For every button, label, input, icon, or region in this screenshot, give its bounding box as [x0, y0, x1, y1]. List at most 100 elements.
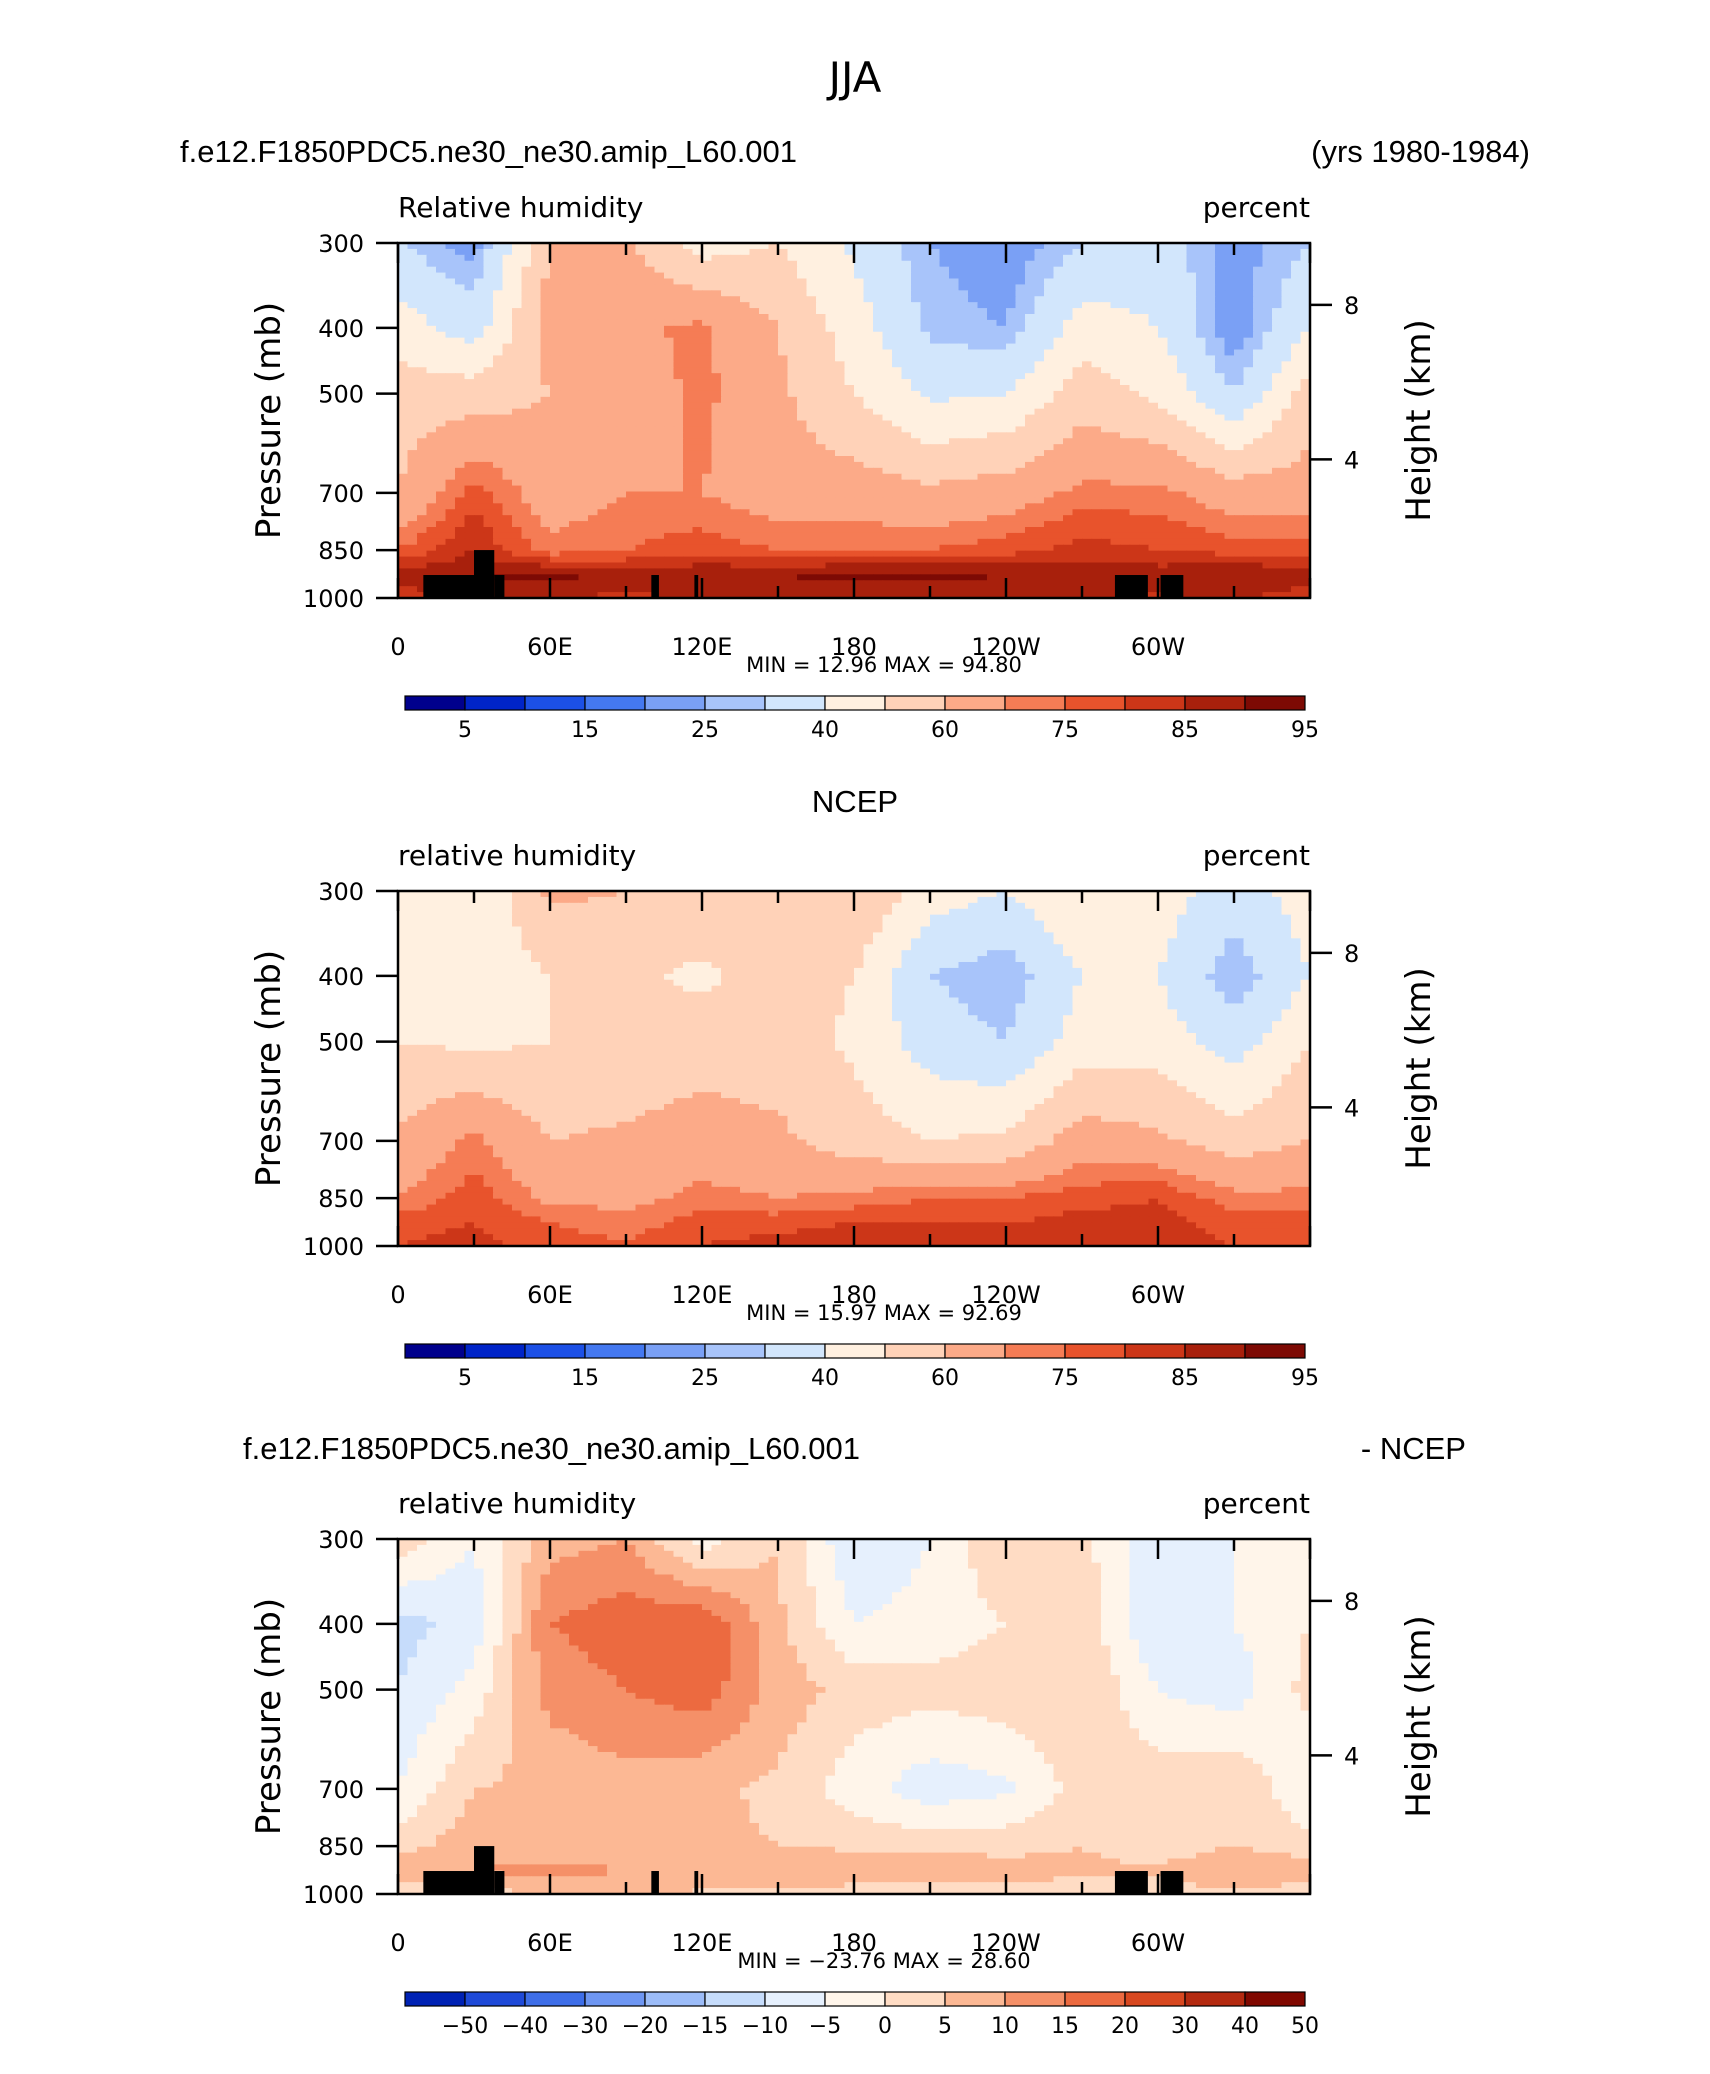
- field-cell: [1262, 509, 1273, 516]
- field-cell: [664, 367, 675, 374]
- field-cell: [445, 473, 456, 481]
- field-cell: [531, 438, 542, 445]
- field-cell: [673, 243, 684, 250]
- field-cell: [1053, 319, 1064, 327]
- field-cell: [1053, 450, 1064, 457]
- field-cell: [521, 444, 532, 451]
- field-cell: [844, 432, 855, 439]
- field-cell: [1034, 467, 1045, 475]
- field-cell: [1120, 302, 1131, 309]
- field-cell: [664, 491, 675, 499]
- field-cell: [521, 385, 532, 392]
- field-cell: [1167, 402, 1178, 410]
- field-cell: [1025, 367, 1036, 374]
- field-cell: [1205, 420, 1216, 428]
- field-cell: [616, 343, 627, 351]
- field-cell: [1253, 426, 1264, 433]
- field-cell: [464, 479, 475, 487]
- field-cell: [607, 284, 618, 291]
- field-cell: [996, 515, 1007, 522]
- field-cell: [749, 355, 760, 362]
- field-cell: [626, 532, 637, 540]
- field-cell: [1006, 325, 1017, 333]
- field-cell: [1300, 538, 1310, 546]
- field-cell: [816, 461, 827, 469]
- field-cell: [597, 390, 608, 398]
- field-cell: [996, 461, 1007, 469]
- field-cell: [1120, 266, 1131, 274]
- field-cell: [493, 420, 504, 428]
- field-cell: [407, 396, 418, 404]
- field-cell: [683, 432, 694, 439]
- field-cell: [436, 349, 447, 357]
- field-cell: [616, 544, 627, 552]
- field-cell: [512, 426, 523, 433]
- field-cell: [692, 408, 703, 416]
- field-cell: [398, 396, 409, 404]
- field-cell: [1082, 385, 1093, 392]
- field-cell: [398, 325, 409, 333]
- field-cell: [787, 515, 798, 522]
- field-cell: [730, 296, 741, 303]
- field-cell: [626, 544, 637, 552]
- field-cell: [844, 308, 855, 315]
- field-cell: [721, 456, 732, 463]
- field-cell: [711, 296, 722, 303]
- field-cell: [1148, 314, 1159, 321]
- field-cell: [939, 367, 950, 374]
- field-cell: [1063, 355, 1074, 362]
- field-cell: [797, 461, 808, 469]
- field-cell: [702, 373, 713, 380]
- field-cell: [987, 402, 998, 410]
- field-cell: [1139, 343, 1150, 351]
- field-cell: [740, 278, 751, 286]
- field-cell: [806, 402, 817, 410]
- field-cell: [436, 260, 447, 268]
- field-cell: [1272, 325, 1283, 333]
- field-cell: [911, 503, 922, 510]
- field-cell: [569, 515, 580, 522]
- field-cell: [873, 515, 884, 522]
- field-cell: [854, 497, 865, 504]
- field-cell: [1139, 521, 1150, 528]
- field-cell: [474, 532, 485, 540]
- field-cell: [531, 497, 542, 504]
- field-cell: [417, 408, 428, 416]
- field-cell: [398, 420, 409, 428]
- field-cell: [1091, 473, 1102, 481]
- field-cell: [1186, 444, 1197, 451]
- field-cell: [1120, 432, 1131, 439]
- field-cell: [502, 254, 513, 262]
- field-cell: [1110, 456, 1121, 463]
- field-cell: [920, 509, 931, 516]
- field-cell: [1158, 461, 1169, 469]
- field-cell: [797, 467, 808, 475]
- field-cell: [635, 349, 646, 357]
- field-cell: [759, 532, 770, 540]
- field-cell: [426, 538, 437, 546]
- field-cell: [1082, 503, 1093, 510]
- field-cell: [474, 278, 485, 286]
- field-cell: [464, 390, 475, 398]
- field-cell: [1262, 272, 1273, 280]
- field-cell: [607, 532, 618, 540]
- field-cell: [1177, 314, 1188, 321]
- field-cell: [787, 385, 798, 392]
- field-cell: [1177, 515, 1188, 522]
- field-cell: [1110, 296, 1121, 303]
- field-cell: [645, 379, 656, 386]
- field-cell: [569, 503, 580, 510]
- field-cell: [1139, 272, 1150, 280]
- field-cell: [1186, 479, 1197, 487]
- field-cell: [1158, 473, 1169, 481]
- field-cell: [977, 379, 988, 386]
- field-cell: [854, 290, 865, 297]
- field-cell: [1224, 379, 1235, 386]
- field-cell: [1139, 402, 1150, 410]
- field-cell: [673, 266, 684, 274]
- field-cell: [1215, 509, 1226, 516]
- field-cell: [673, 420, 684, 428]
- field-cell: [1129, 379, 1140, 386]
- field-cell: [1281, 373, 1292, 380]
- field-cell: [778, 331, 789, 339]
